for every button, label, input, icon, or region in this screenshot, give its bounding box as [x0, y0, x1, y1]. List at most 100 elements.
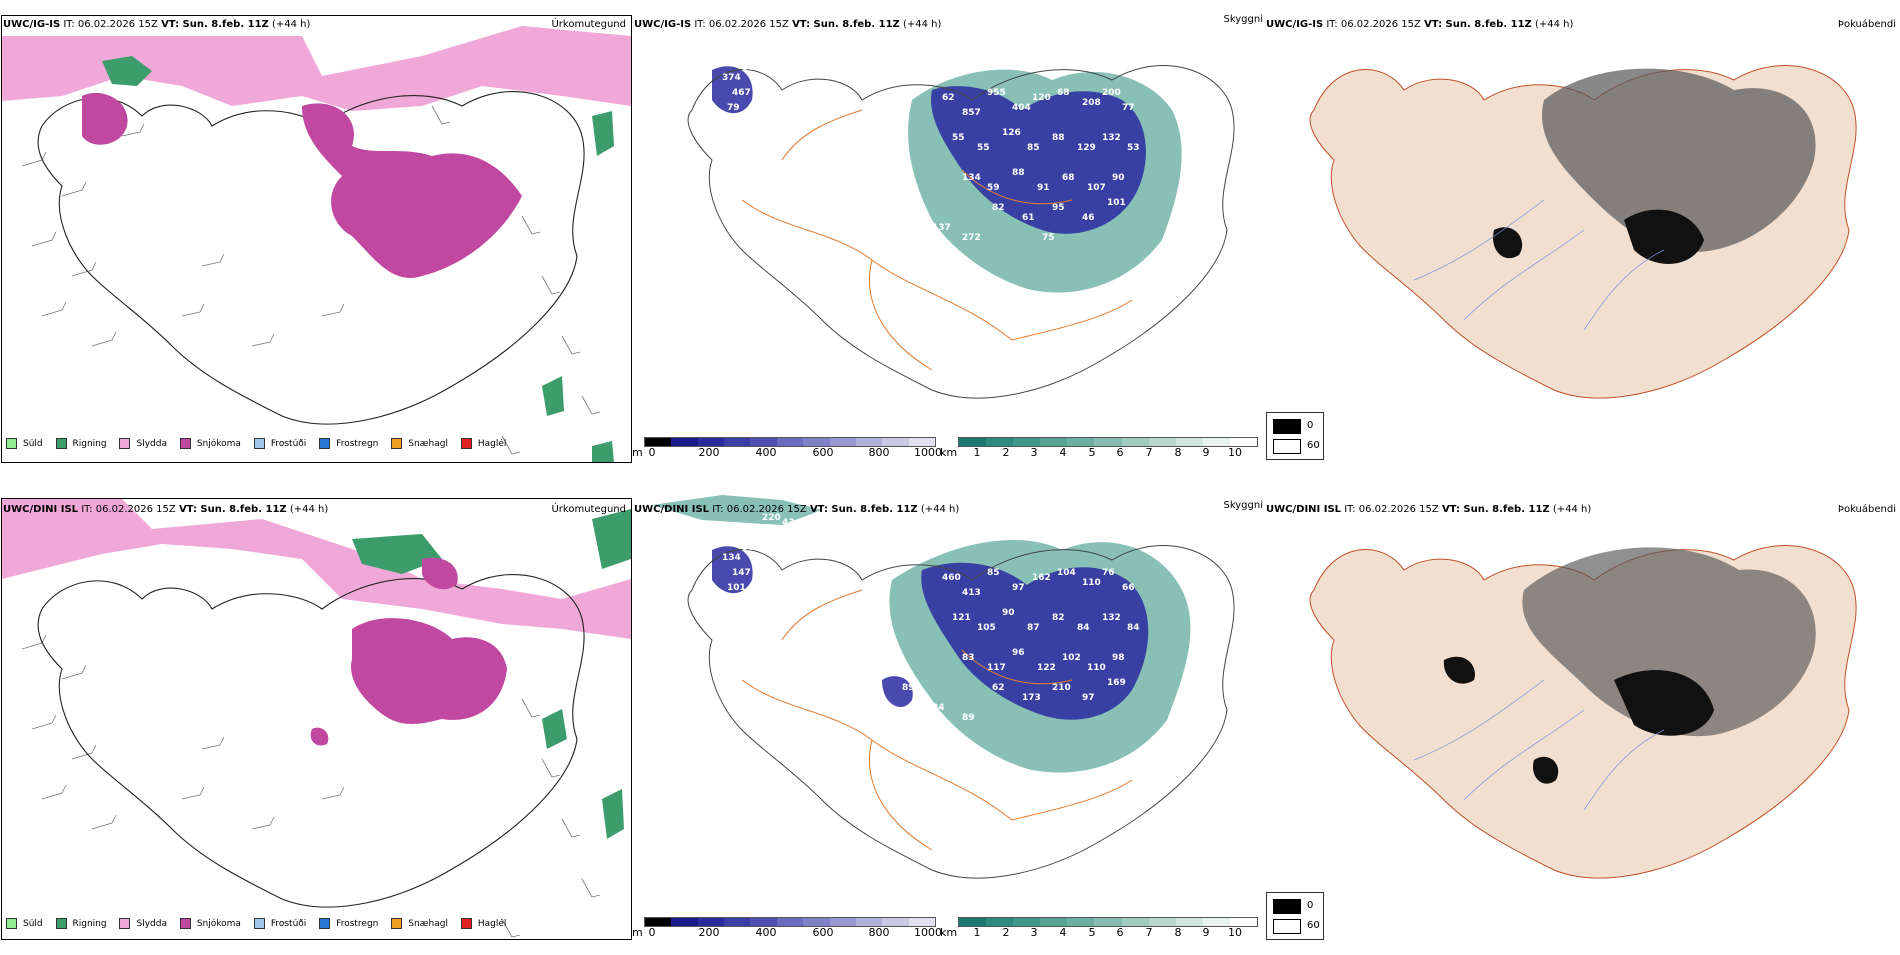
snow-depth-label: 857: [962, 108, 981, 118]
colorbar-tick: 8: [1174, 446, 1182, 459]
colorbar-tick: 800: [868, 446, 890, 459]
snow-header: UWC/IG-IS IT: 06.02.2026 15Z VT: Sun. 8.…: [634, 19, 942, 30]
colorbar-cell: [1175, 438, 1203, 446]
snow-depth-label: 404: [1012, 103, 1031, 113]
snow-depth-label: 84: [1127, 623, 1140, 633]
snow-depth-label: 90: [1112, 173, 1125, 183]
roads: [741, 589, 1133, 851]
colorbar-cell: [1094, 438, 1122, 446]
snow-depth-label: 75: [1042, 233, 1055, 243]
snow-depth-label: 87: [1027, 623, 1040, 633]
snow-depth-label: 134: [962, 173, 981, 183]
colorbar-tick: 1: [973, 926, 981, 939]
colorbar-cell: [671, 918, 698, 926]
snow-depth-label: 467: [732, 88, 751, 98]
legend-swatch: [179, 918, 191, 929]
colorbar-tick: 8: [1174, 926, 1182, 939]
vis-colorbar: km 1 2 3 4 5 6 7 8 9 10: [940, 437, 1262, 465]
fog-legend-swatch: [1273, 899, 1301, 914]
colorbar-tick: 600: [812, 446, 834, 459]
snow-depth-label: 98: [872, 208, 885, 218]
snjokoma-area: [310, 557, 507, 746]
legend-swatch: [391, 438, 403, 449]
snow-depth-label: 83: [962, 653, 975, 663]
snow-depth-label: 91: [1037, 183, 1050, 193]
colorbar-cell: [697, 438, 725, 446]
snow-depth-label: 220: [762, 513, 781, 523]
snow-depth-label: 955: [987, 88, 1006, 98]
rivers: [1413, 679, 1665, 811]
colorbar-tick: 10: [1228, 926, 1242, 939]
fog-legend-swatch: [1273, 419, 1301, 434]
fog-header-2: UWC/DINI ISL IT: 06.02.2026 15Z VT: Sun.…: [1266, 504, 1592, 515]
colorbar-cell: [908, 918, 935, 926]
colorbar-cell: [908, 438, 935, 446]
snow-depth-label: 250: [692, 533, 711, 543]
colorbar-cell: [724, 438, 751, 446]
snow-depth-label: 505: [742, 63, 761, 73]
snow-depth-label: 105: [977, 623, 996, 633]
snow-title: Skyggni: [1223, 14, 1263, 25]
precip-map-frame: [1, 15, 632, 463]
snow-depth-label: 59: [987, 183, 1000, 193]
legend-swatch: [6, 918, 17, 929]
fog-header: UWC/IG-IS IT: 06.02.2026 15Z VT: Sun. 8.…: [1266, 19, 1574, 30]
snow-depth-label: 122: [1037, 663, 1056, 673]
colorbar-tick: 600: [812, 926, 834, 939]
colorbar-cell: [1148, 918, 1176, 926]
colorbar-tick: 3: [1030, 446, 1038, 459]
snow-depth-label: 97: [1012, 583, 1025, 593]
legend-item: Frostúði: [253, 438, 306, 449]
snow-depth-label: 135: [882, 663, 901, 673]
slydda-area: [2, 26, 631, 111]
snow-depth-label: 98: [1112, 653, 1125, 663]
colorbar-tick: 9: [1202, 446, 1210, 459]
snow-depth-label: 43: [782, 518, 795, 528]
colorbar-tick: 400: [755, 446, 777, 459]
rivers: [1413, 199, 1665, 331]
colorbar-cell: [829, 918, 856, 926]
colorbar-cell: [645, 438, 672, 446]
precip-map-frame-2: [1, 498, 632, 940]
rigning-area: [352, 509, 631, 839]
colorbar-cell: [1040, 438, 1068, 446]
island-outline: [687, 545, 1235, 879]
colorbar-cell: [1202, 438, 1230, 446]
snow-depth-bar: [644, 917, 936, 927]
snow-depth-label: 162: [1032, 573, 1051, 583]
legend-swatch: [460, 918, 472, 929]
fog-dark: [1542, 68, 1816, 252]
snow-depth-label: 88: [1012, 168, 1025, 178]
snow-depth-label: 82: [1052, 613, 1065, 623]
legend-item: Frostregn: [319, 438, 378, 449]
snow-depth-label: 46: [1082, 213, 1095, 223]
legend-swatch: [460, 438, 472, 449]
colorbar-cell: [750, 918, 777, 926]
fog-panel-2: UWC/DINI ISL IT: 06.02.2026 15Z VT: Sun.…: [1264, 480, 1900, 955]
colorbar-cell: [724, 918, 751, 926]
snow-depth-label: 62: [942, 93, 955, 103]
legend-item: Slydda: [119, 438, 167, 449]
vis-bar: [958, 917, 1258, 927]
colorbar-tick: 400: [755, 926, 777, 939]
snow-depth-label: 68: [1057, 88, 1070, 98]
fog-legend-2: 0 60: [1266, 892, 1324, 940]
snow-depth-label: 102: [1062, 653, 1081, 663]
legend-swatch: [253, 918, 265, 929]
snow-depth-label: 169: [1107, 678, 1126, 688]
legend-item: Súld: [6, 438, 43, 449]
snow-depth-label: 110: [1082, 578, 1101, 588]
colorbar-cell: [1229, 918, 1258, 926]
precip-legend: Súld Rigning Slydda Snjókoma Frostúði Fr…: [6, 438, 516, 456]
colorbar-tick: 1: [973, 446, 981, 459]
wind-barbs: [21, 634, 601, 938]
colorbar-tick: 0: [648, 926, 656, 939]
precip-title: Úrkomutegund: [551, 19, 626, 30]
snow-panel-2: 460 413 85 97 162 104 110 76 66 121 105 90 87 82 84 132…: [632, 480, 1264, 955]
snow-depth-label: 85: [1027, 143, 1040, 153]
colorbar-cell: [1202, 918, 1230, 926]
fog-map-2: [1309, 545, 1857, 879]
snow-area: [712, 546, 1149, 720]
fog-black: [1443, 656, 1714, 784]
